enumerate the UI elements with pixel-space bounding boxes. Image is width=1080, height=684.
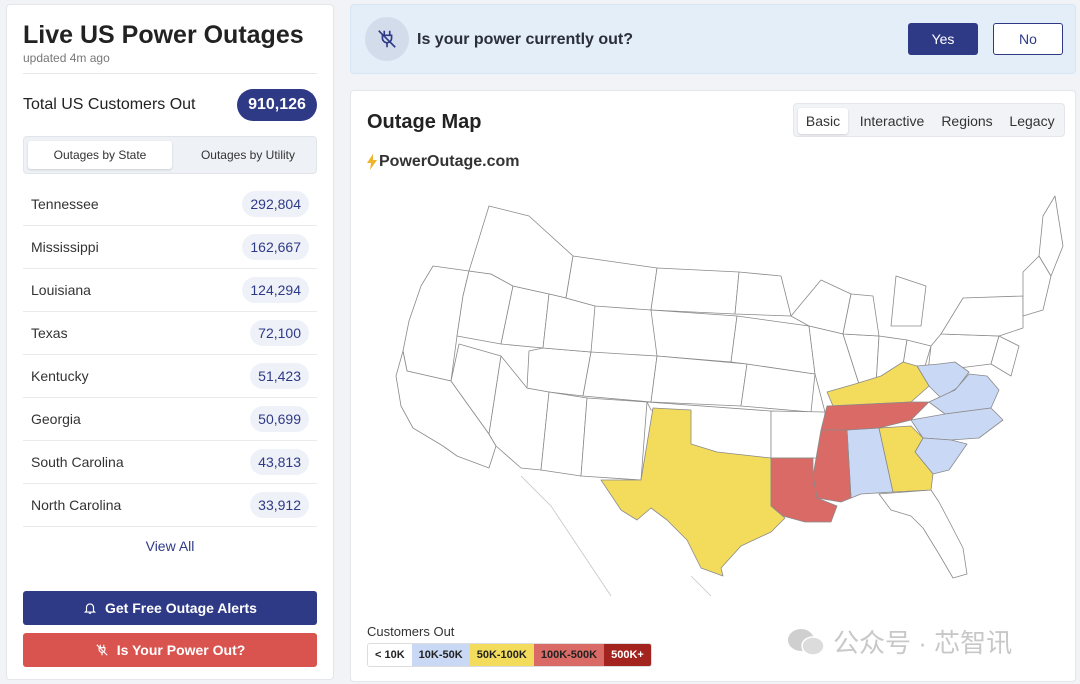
updated-timestamp: updated 4m ago: [23, 51, 110, 65]
power-out-banner: Is your power currently out? Yes No: [350, 4, 1076, 74]
state-shape[interactable]: [395, 350, 497, 469]
state-shape[interactable]: [730, 315, 816, 375]
state-name: North Carolina: [31, 497, 122, 513]
state-shape[interactable]: [582, 351, 658, 403]
state-outage-count: 292,804: [242, 191, 309, 217]
map-view-tabs: Basic Interactive Regions Legacy: [793, 103, 1065, 137]
plug-off-icon: [96, 644, 108, 656]
yes-button[interactable]: Yes: [908, 23, 978, 55]
state-shape[interactable]: [990, 335, 1020, 377]
view-all-link[interactable]: View All: [145, 538, 195, 554]
powertoutage-logo: PowerOutage.com: [367, 153, 519, 171]
list-item[interactable]: Texas 72,100: [23, 312, 317, 355]
tab-basic[interactable]: Basic: [798, 108, 848, 134]
legend-item-100k-500k: 100K-500K: [533, 644, 605, 666]
brand-name: PowerOutage.com: [379, 153, 520, 170]
legend-item-10k-50k: 10K-50K: [411, 644, 470, 666]
bell-icon: [83, 603, 97, 614]
tab-outages-by-utility[interactable]: Outages by Utility: [200, 148, 296, 162]
state-outage-count: 162,667: [242, 234, 309, 260]
state-shape[interactable]: [540, 391, 588, 477]
outage-map-panel: Outage Map Basic Interactive Regions Leg…: [350, 90, 1076, 682]
coastline: [520, 475, 712, 597]
outage-tabs: Outages by State Outages by Utility: [23, 136, 317, 174]
state-shape[interactable]: [650, 309, 738, 363]
map-legend: < 10K 10K-50K 50K-100K 100K-500K 500K+: [367, 643, 652, 667]
state-shape[interactable]: [580, 397, 648, 481]
state-name: Tennessee: [31, 196, 99, 212]
state-shape[interactable]: [890, 275, 927, 327]
divider: [23, 73, 317, 74]
state-texas[interactable]: [600, 407, 786, 577]
state-outage-count: 50,699: [250, 406, 309, 432]
state-shape[interactable]: [734, 271, 792, 317]
list-item[interactable]: Mississippi 162,667: [23, 226, 317, 269]
legend-title: Customers Out: [367, 624, 455, 639]
state-shape[interactable]: [1022, 255, 1052, 317]
list-item[interactable]: North Carolina 33,912: [23, 484, 317, 527]
legend-item-lt10k: < 10K: [368, 644, 412, 666]
total-customers-badge: 910,126: [237, 89, 317, 121]
tab-outages-by-state[interactable]: Outages by State: [28, 141, 172, 169]
state-shape[interactable]: [842, 293, 880, 337]
legend-item-500k-plus: 500K+: [604, 644, 651, 666]
state-shape[interactable]: [565, 255, 658, 311]
state-name: Georgia: [31, 411, 81, 427]
watermark: 公众号 · 芯智讯: [787, 623, 1012, 660]
no-button[interactable]: No: [993, 23, 1063, 55]
us-outage-map[interactable]: [351, 176, 1075, 616]
state-north-carolina[interactable]: [910, 407, 1004, 441]
tab-regions[interactable]: Regions: [941, 113, 993, 129]
state-shape[interactable]: [526, 347, 592, 397]
power-out-button-label: Is Your Power Out?: [116, 642, 246, 658]
list-item[interactable]: Georgia 50,699: [23, 398, 317, 441]
state-shape[interactable]: [940, 295, 1024, 337]
page-title: Live US Power Outages: [23, 21, 304, 49]
plug-off-icon: [365, 17, 409, 61]
list-item[interactable]: Kentucky 51,423: [23, 355, 317, 398]
lightning-icon: [367, 154, 377, 170]
state-outage-count: 124,294: [242, 277, 309, 303]
alerts-button-label: Get Free Outage Alerts: [105, 600, 257, 616]
legend-item-50k-100k: 50K-100K: [469, 644, 534, 666]
state-name: South Carolina: [31, 454, 124, 470]
state-outage-count: 51,423: [250, 363, 309, 389]
state-shape[interactable]: [650, 355, 748, 407]
list-item[interactable]: Tennessee 292,804: [23, 183, 317, 226]
state-outage-count: 33,912: [250, 492, 309, 518]
state-name: Mississippi: [31, 239, 99, 255]
state-georgia[interactable]: [878, 425, 934, 493]
wechat-icon: [788, 628, 825, 656]
tab-interactive[interactable]: Interactive: [859, 113, 925, 129]
is-your-power-out-button[interactable]: Is Your Power Out?: [23, 633, 317, 667]
list-item[interactable]: South Carolina 43,813: [23, 441, 317, 484]
list-item[interactable]: Louisiana 124,294: [23, 269, 317, 312]
state-outage-list: Tennessee 292,804 Mississippi 162,667 Lo…: [23, 183, 317, 527]
state-tennessee[interactable]: [820, 401, 930, 431]
state-shape[interactable]: [650, 267, 740, 315]
state-shape[interactable]: [1038, 195, 1064, 277]
state-name: Texas: [31, 325, 68, 341]
map-title: Outage Map: [367, 111, 482, 133]
tab-legacy[interactable]: Legacy: [1009, 113, 1055, 129]
watermark-text: 公众号 · 芯智讯: [833, 628, 1013, 658]
state-shape[interactable]: [770, 410, 826, 459]
get-outage-alerts-button[interactable]: Get Free Outage Alerts: [23, 591, 317, 625]
state-outage-count: 43,813: [250, 449, 309, 475]
state-kentucky-neighbor-wv[interactable]: [916, 361, 970, 399]
total-customers-label: Total US Customers Out: [23, 96, 196, 113]
state-outage-count: 72,100: [250, 320, 309, 346]
state-name: Louisiana: [31, 282, 91, 298]
state-name: Kentucky: [31, 368, 89, 384]
banner-question: Is your power currently out?: [417, 31, 634, 48]
state-louisiana[interactable]: [770, 457, 838, 523]
state-shape[interactable]: [878, 489, 968, 579]
outage-summary-panel: Live US Power Outages updated 4m ago Tot…: [6, 4, 334, 680]
